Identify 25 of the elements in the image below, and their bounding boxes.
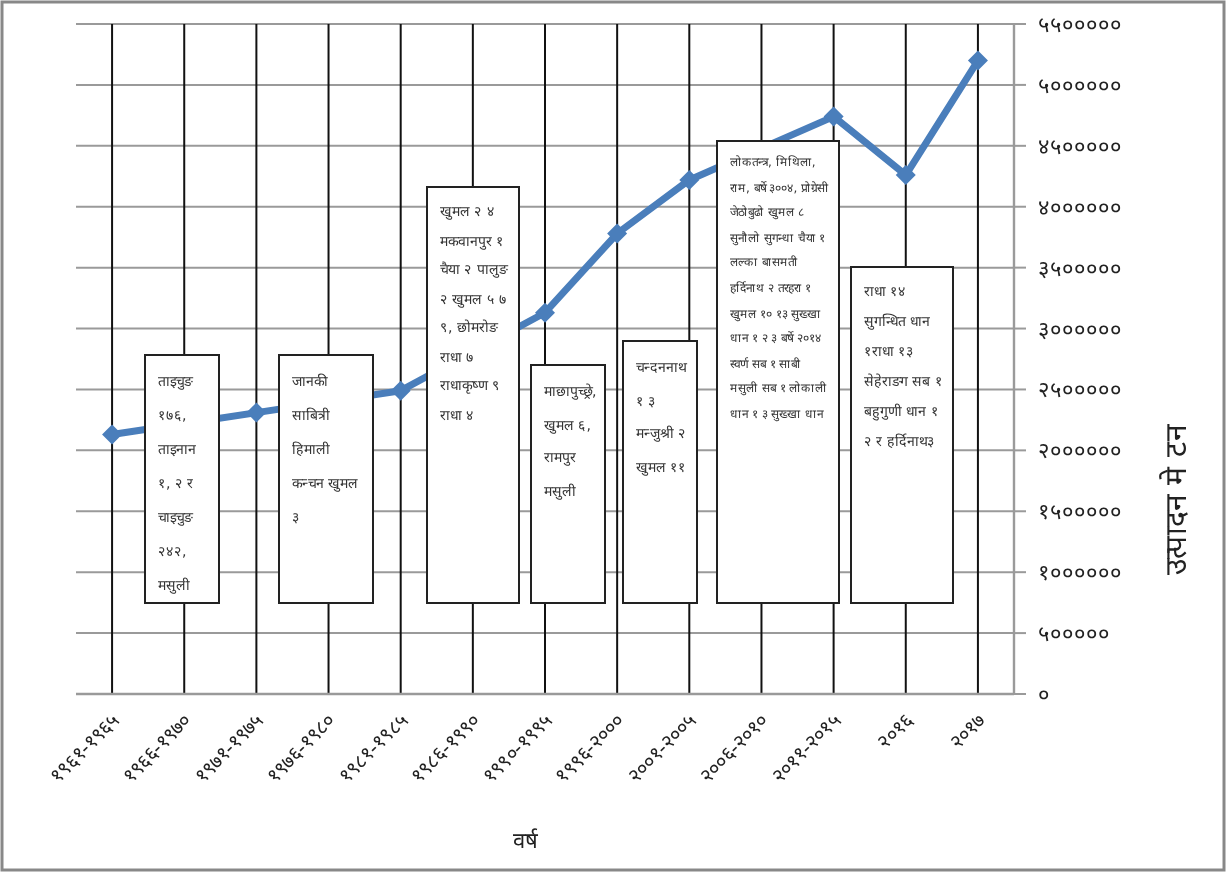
y-axis-title: उत्पादन मे टन (1158, 423, 1194, 575)
point (679, 169, 700, 190)
point (102, 424, 123, 445)
y-tick-label: ४०००००० (1038, 194, 1122, 221)
y-tick-label: ५५००००० (1038, 12, 1122, 38)
x-tick-label: २०१७ (946, 710, 991, 755)
point (895, 165, 916, 186)
x-axis-title: वर्ष (513, 828, 539, 854)
point (823, 106, 844, 127)
x-tick-label: २०१६ (874, 710, 919, 755)
y-tick-label: ५००००० (1038, 621, 1110, 648)
y-tick-label: ४५००००० (1038, 133, 1122, 160)
y-tick-label: १०००००० (1038, 560, 1122, 587)
y-tick-label: १५००००० (1038, 499, 1122, 526)
y-tick-label: ३०००००० (1038, 316, 1122, 343)
point (246, 402, 267, 423)
point (607, 223, 628, 244)
point (535, 302, 555, 323)
y-tick-label: २०००००० (1038, 438, 1122, 465)
y-tick-label: ५०००००० (1038, 72, 1122, 99)
y-tick-label: २५००००० (1038, 377, 1122, 404)
y-tick-label: ० (1038, 682, 1050, 708)
point (390, 380, 411, 401)
point (967, 50, 988, 71)
y-tick-label: ३५००००० (1038, 255, 1122, 282)
